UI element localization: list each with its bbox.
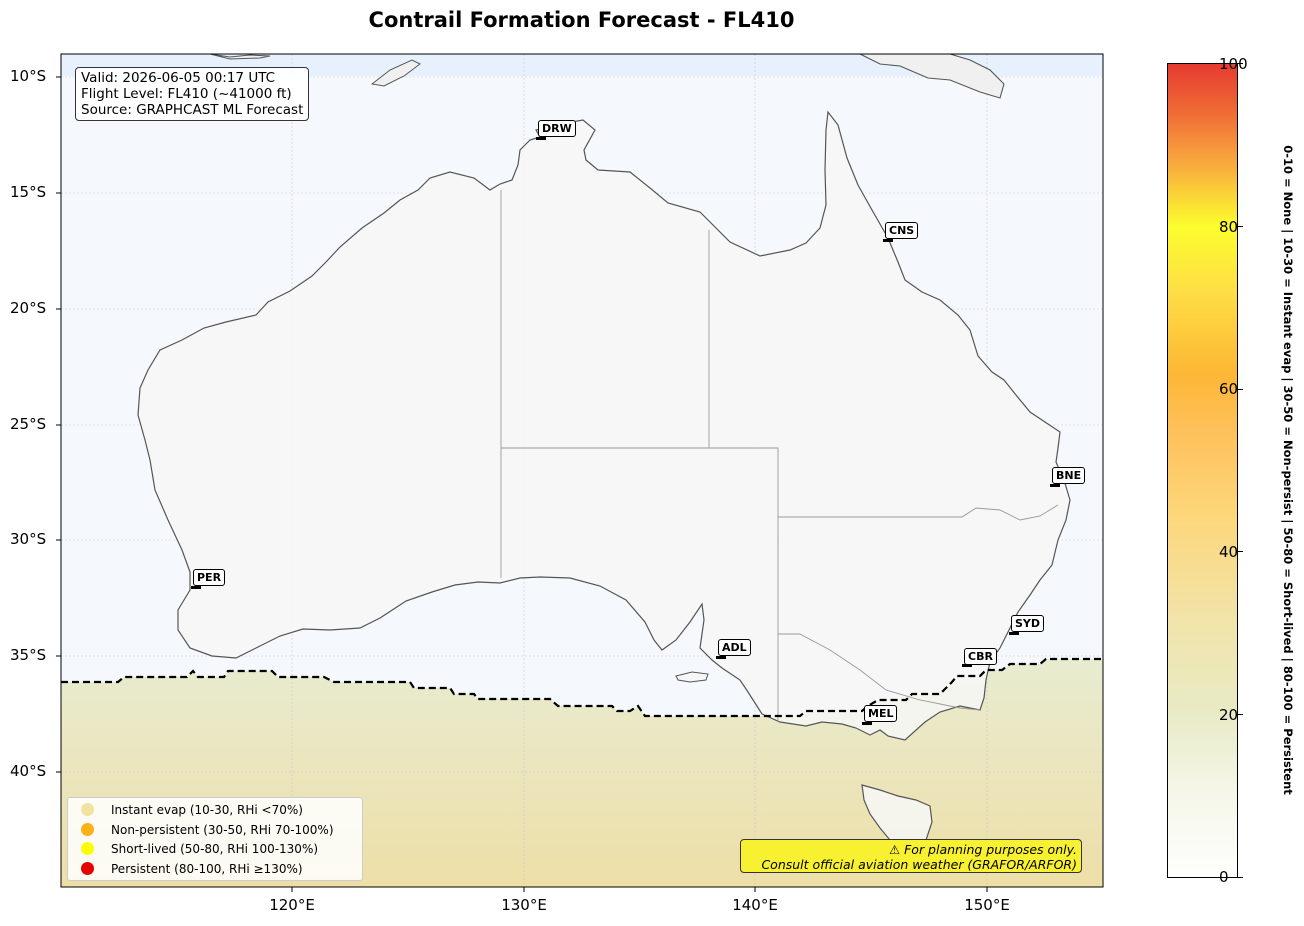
lat-tick-25s: 25°S <box>10 415 47 433</box>
legend-dot-persistent <box>81 862 94 875</box>
city-label-drw: DRW <box>538 120 576 137</box>
legend-item-short-lived: Short-lived (50-80, RHi 100-130%) <box>81 839 318 858</box>
valid-time-text: Valid: 2026-06-05 00:17 UTC <box>81 70 276 86</box>
lat-tick-20s: 20°S <box>10 299 47 317</box>
colorbar-tick-60: 60 <box>1219 380 1239 398</box>
legend-label-instant-evap: Instant evap (10-30, RHi <70%) <box>111 802 303 817</box>
colorbar <box>1167 63 1238 878</box>
legend-dot-short-lived <box>81 842 94 855</box>
city-label-bne: BNE <box>1052 467 1086 484</box>
lon-tick-140e: 140°E <box>732 896 778 914</box>
lat-tick-35s: 35°S <box>10 646 47 664</box>
plot-frame <box>60 53 1104 888</box>
colorbar-tickmark-80 <box>1238 226 1243 227</box>
australia-mainland <box>137 110 1071 741</box>
city-marker-per <box>191 586 201 589</box>
city-marker-mel <box>862 722 872 725</box>
lat-tick-30s: 30°S <box>10 530 47 548</box>
disclaimer-line-1: ⚠ For planning purposes only. <box>889 842 1077 857</box>
city-marker-adl <box>716 656 726 659</box>
axis-tick-marks <box>56 76 988 892</box>
legend: Instant evap (10-30, RHi <70%) Non-persi… <box>67 797 363 881</box>
field-top-band <box>61 54 1103 76</box>
colorbar-label: 0-10 = None | 10-30 = Instant evap | 30-… <box>1281 145 1295 795</box>
legend-item-non-persistent: Non-persistent (30-50, RHi 70-100%) <box>81 820 334 839</box>
city-label-per: PER <box>193 569 226 586</box>
colorbar-tickmark-100 <box>1238 63 1243 64</box>
colorbar-tick-80: 80 <box>1219 218 1239 236</box>
colorbar-tick-0: 0 <box>1219 868 1229 886</box>
colorbar-tickmark-40 <box>1238 551 1243 552</box>
info-box: Valid: 2026-06-05 00:17 UTC Flight Level… <box>75 67 310 121</box>
city-marker-cns <box>883 239 893 242</box>
city-label-cns: CNS <box>885 222 919 239</box>
lon-tick-130e: 130°E <box>501 896 547 914</box>
disclaimer-box: ⚠ For planning purposes only. Consult of… <box>740 839 1082 873</box>
colorbar-tick-20: 20 <box>1219 706 1239 724</box>
colorbar-tickmark-20 <box>1238 714 1243 715</box>
chart-title: Contrail Formation Forecast - FL410 <box>368 8 795 32</box>
legend-label-persistent: Persistent (80-100, RHi ≥130%) <box>111 861 303 876</box>
legend-label-short-lived: Short-lived (50-80, RHi 100-130%) <box>111 841 319 856</box>
source-text: Source: GRAPHCAST ML Forecast <box>81 102 304 118</box>
colorbar-tick-40: 40 <box>1219 543 1239 561</box>
flight-level-text: Flight Level: FL410 (~41000 ft) <box>81 86 292 102</box>
lat-tick-15s: 15°S <box>10 183 47 201</box>
lat-tick-10s: 10°S <box>10 67 47 85</box>
lat-tick-40s: 40°S <box>10 762 47 780</box>
city-label-adl: ADL <box>718 639 751 656</box>
colorbar-tickmark-60 <box>1238 389 1243 390</box>
city-label-mel: MEL <box>864 705 898 722</box>
city-marker-cbr <box>962 664 972 667</box>
city-label-syd: SYD <box>1011 615 1045 632</box>
legend-dot-non-persistent <box>81 823 94 836</box>
kangaroo-island <box>675 671 709 683</box>
lon-tick-150e: 150°E <box>964 896 1010 914</box>
city-marker-syd <box>1009 632 1019 635</box>
timor <box>370 59 421 87</box>
city-marker-bne <box>1050 484 1060 487</box>
colorbar-tick-100: 100 <box>1219 55 1248 73</box>
legend-dot-instant-evap <box>81 803 94 816</box>
legend-label-non-persistent: Non-persistent (30-50, RHi 70-100%) <box>111 822 334 837</box>
city-marker-drw <box>536 137 546 140</box>
legend-item-persistent: Persistent (80-100, RHi ≥130%) <box>81 859 303 878</box>
islands-north <box>209 54 271 60</box>
legend-item-instant-evap: Instant evap (10-30, RHi <70%) <box>81 800 303 819</box>
new-guinea <box>859 54 1005 99</box>
contrail-boundary-line <box>61 657 1103 718</box>
state-borders <box>500 190 1059 722</box>
city-label-cbr: CBR <box>964 648 997 665</box>
colorbar-tickmark-0 <box>1238 877 1243 878</box>
disclaimer-line-2: Consult official aviation weather (GRAFO… <box>761 857 1077 872</box>
lon-tick-120e: 120°E <box>269 896 315 914</box>
